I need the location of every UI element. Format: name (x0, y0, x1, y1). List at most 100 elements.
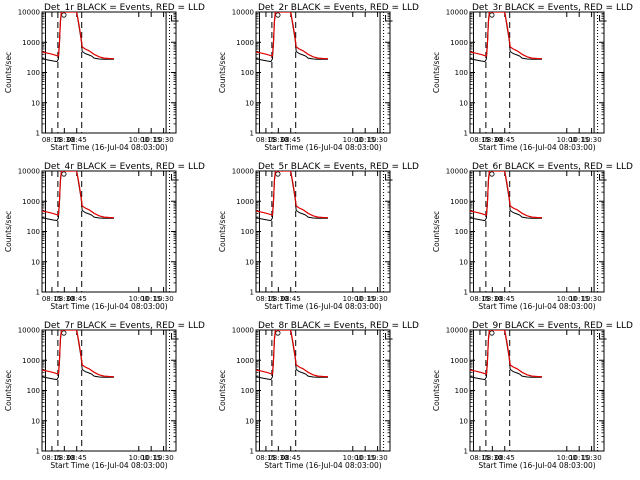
x-tick-label: 10:15 (141, 295, 161, 303)
x-tick-label: 10:00 (129, 295, 149, 303)
y-axis-label: Counts/sec (4, 52, 13, 93)
y-tick-label: 10 (31, 99, 40, 107)
x-tick-label: 10:30 (153, 136, 173, 144)
x-tick-label: 08:15 (42, 136, 62, 144)
x-tick-label: 08:15 (42, 454, 62, 462)
end-bracket (171, 174, 179, 181)
panel-4: Det_4r BLACK = Events, RED = LLD 1 10 100 10… (4, 162, 205, 311)
panel-title: Det_2r BLACK = Events, RED = LLD (258, 3, 419, 13)
y-tick-label: 10 (245, 99, 254, 107)
panel-3: Det_3r BLACK = Events, RED = LLD 1 10 100 10… (432, 3, 633, 152)
peak-marker (489, 330, 495, 336)
x-tick-label: 10:15 (569, 136, 589, 144)
end-bracket (171, 333, 179, 340)
y-axis-label: Counts/sec (218, 211, 227, 252)
peak-marker (275, 12, 281, 18)
end-bracket (385, 15, 393, 22)
y-tick-label: 10 (459, 99, 468, 107)
plot-frame (255, 329, 391, 452)
y-tick-label: 1000 (236, 198, 254, 206)
x-tick-label: 10:00 (343, 454, 363, 462)
y-tick-label: 100 (27, 69, 40, 77)
y-tick-label: 10000 (232, 168, 254, 176)
panel-2: Det_2r BLACK = Events, RED = LLD 1 10 100 10… (218, 3, 419, 152)
panel-8: Det_8r BLACK = Events, RED = LLD 1 10 100 10… (218, 321, 419, 470)
plot-frame (469, 11, 605, 134)
plot-frame (41, 329, 177, 452)
y-tick-label: 10 (245, 417, 254, 425)
x-tick-label: 10:30 (581, 295, 601, 303)
x-tick-label: 08:15 (256, 454, 276, 462)
y-tick-label: 1000 (450, 198, 468, 206)
x-tick-label: 08:45 (67, 454, 87, 462)
y-tick-label: 10000 (446, 9, 468, 17)
x-tick-label: 10:30 (367, 136, 387, 144)
x-axis-label: Start Time (16-Jul-04 08:03:00) (478, 461, 595, 470)
x-tick-label: 10:15 (569, 454, 589, 462)
panel-title: Det_6r BLACK = Events, RED = LLD (472, 162, 633, 172)
peak-marker (61, 171, 67, 177)
plot-frame (469, 329, 605, 452)
y-tick-label: 1 (250, 289, 254, 297)
x-tick-label: 08:15 (42, 295, 62, 303)
panel-title: Det_8r BLACK = Events, RED = LLD (258, 321, 419, 331)
y-axis-label: Counts/sec (4, 211, 13, 252)
y-tick-label: 10 (245, 258, 254, 266)
x-tick-label: 10:15 (355, 136, 375, 144)
end-bracket (599, 15, 607, 22)
y-tick-label: 1000 (236, 357, 254, 365)
x-tick-label: 10:30 (153, 295, 173, 303)
plot-frame (41, 11, 177, 134)
x-tick-label: 10:00 (129, 136, 149, 144)
x-tick-label: 10:00 (557, 136, 577, 144)
lld-series-line (256, 12, 329, 60)
x-tick-label: 10:30 (367, 295, 387, 303)
end-bracket (385, 333, 393, 340)
x-tick-label: 08:30 (268, 136, 288, 144)
y-axis-label: Counts/sec (432, 52, 441, 93)
y-tick-label: 100 (241, 387, 254, 395)
y-tick-label: 10000 (446, 327, 468, 335)
y-tick-label: 1 (464, 448, 468, 456)
x-tick-label: 08:15 (256, 136, 276, 144)
panel-6: Det_6r BLACK = Events, RED = LLD 1 10 100 10… (432, 162, 633, 311)
peak-marker (489, 171, 495, 177)
end-bracket (599, 174, 607, 181)
x-tick-label: 08:45 (281, 454, 301, 462)
x-tick-label: 08:45 (281, 295, 301, 303)
panel-title: Det_4r BLACK = Events, RED = LLD (44, 162, 205, 172)
peak-marker (275, 330, 281, 336)
y-tick-label: 10 (459, 417, 468, 425)
plot-frame (255, 170, 391, 293)
x-tick-label: 08:15 (470, 136, 490, 144)
end-bracket (385, 174, 393, 181)
lld-series-line (470, 330, 543, 378)
x-axis-label: Start Time (16-Jul-04 08:03:00) (50, 461, 167, 470)
y-tick-label: 1000 (22, 357, 40, 365)
y-axis-label: Counts/sec (218, 52, 227, 93)
x-tick-label: 08:15 (256, 295, 276, 303)
y-tick-label: 100 (241, 228, 254, 236)
y-tick-label: 1000 (450, 39, 468, 47)
panel-1: Det_1r BLACK = Events, RED = LLD 1 10 100 10… (4, 3, 205, 152)
y-tick-label: 100 (241, 69, 254, 77)
y-tick-label: 1 (36, 130, 40, 138)
x-tick-label: 08:45 (281, 136, 301, 144)
plot-frame (469, 170, 605, 293)
x-tick-label: 08:30 (268, 295, 288, 303)
x-axis-label: Start Time (16-Jul-04 08:03:00) (478, 302, 595, 311)
x-tick-label: 08:30 (54, 454, 74, 462)
peak-marker (275, 171, 281, 177)
y-tick-label: 100 (455, 69, 468, 77)
y-tick-label: 10000 (18, 168, 40, 176)
x-tick-label: 08:45 (67, 136, 87, 144)
y-axis-label: Counts/sec (432, 211, 441, 252)
x-tick-label: 10:30 (153, 454, 173, 462)
panel-title: Det_3r BLACK = Events, RED = LLD (472, 3, 633, 13)
y-tick-label: 1000 (22, 39, 40, 47)
end-bracket (171, 15, 179, 22)
x-tick-label: 10:00 (343, 295, 363, 303)
lld-series-line (470, 171, 543, 219)
x-tick-label: 10:00 (557, 295, 577, 303)
